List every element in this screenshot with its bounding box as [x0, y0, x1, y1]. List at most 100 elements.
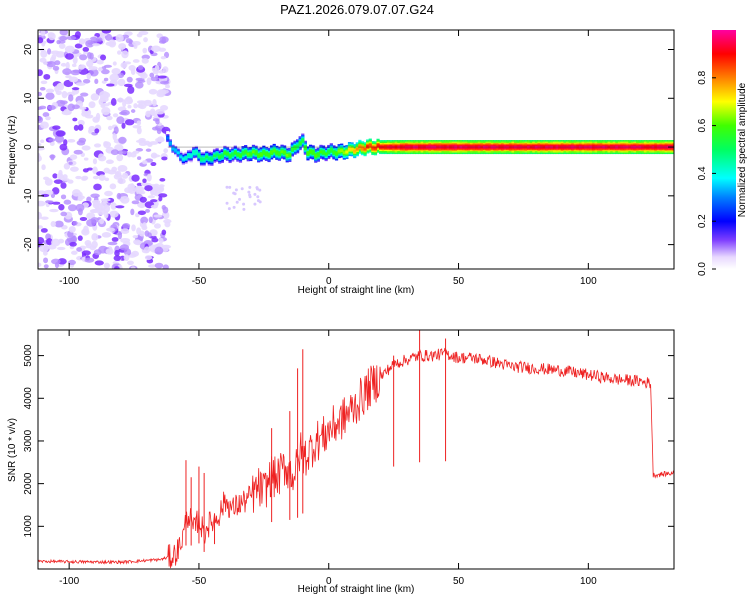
noise-blob [155, 108, 165, 115]
noise-blob [124, 119, 135, 126]
noise-blob [87, 51, 92, 59]
ridge-cell [192, 151, 196, 155]
ridge-cell [251, 150, 256, 154]
noise-blob [154, 246, 164, 255]
noise-blob [38, 262, 42, 268]
ridge-cell [277, 152, 282, 156]
noise-blob [158, 70, 165, 74]
noise-blob [150, 76, 159, 82]
noise-blob [64, 45, 75, 54]
noise-blob [58, 204, 65, 211]
noise-blob [77, 235, 83, 241]
noise-blob [155, 118, 160, 125]
noise-blob [90, 93, 99, 101]
noise-blob [137, 79, 146, 83]
ridge-cell [285, 153, 289, 157]
noise-blob [120, 228, 130, 235]
noise-blob [134, 185, 145, 193]
noise-blob [151, 45, 161, 52]
noise-blob [69, 154, 78, 160]
noise-speck [225, 185, 229, 189]
noise-speck [234, 188, 238, 192]
snr-y-tick-label: 2000 [23, 472, 34, 495]
noise-blob [93, 143, 102, 148]
noise-blob [104, 33, 113, 41]
noise-blob [54, 134, 65, 143]
noise-blob [119, 111, 128, 116]
noise-blob [78, 38, 86, 45]
ridge-cell [272, 149, 276, 153]
snr-x-tick-label: 0 [326, 576, 332, 587]
noise-blob [58, 43, 66, 49]
noise-blob [91, 240, 98, 249]
noise-blob [125, 96, 133, 103]
noise-blob [158, 40, 167, 44]
noise-blob [43, 189, 54, 196]
noise-blob [46, 238, 53, 246]
noise-blob [45, 92, 55, 100]
noise-blob [103, 77, 109, 82]
noise-blob [116, 192, 122, 200]
noise-blob [65, 61, 70, 70]
noise-blob [109, 73, 120, 82]
noise-blob [100, 198, 111, 202]
noise-blob [108, 39, 117, 48]
noise-blob [127, 260, 134, 265]
noise-blob [110, 202, 117, 210]
noise-blob [92, 158, 98, 165]
noise-blob [153, 185, 161, 192]
noise-blob [103, 204, 111, 213]
ridge-cell [246, 152, 250, 156]
noise-blob [152, 98, 157, 107]
noise-blob [131, 174, 140, 182]
ridge-cell [290, 148, 294, 151]
noise-blob [56, 246, 66, 251]
ridge-cell [179, 155, 183, 159]
noise-blob [98, 98, 104, 106]
ridge-cell [181, 157, 185, 161]
noise-blob [137, 210, 147, 216]
ridge-cell [295, 144, 300, 148]
snr-x-tick-label: 50 [453, 576, 465, 587]
noise-blob [158, 193, 168, 198]
noise-blob [92, 43, 101, 47]
noise-speck [232, 205, 236, 209]
ridge-cell [238, 154, 243, 158]
ridge-cell [184, 156, 188, 160]
noise-blob [46, 61, 56, 68]
noise-speck [228, 185, 232, 189]
noise-blob [139, 196, 147, 203]
noise-blob [55, 130, 66, 137]
noise-blob [93, 183, 102, 191]
noise-blob [39, 86, 46, 91]
noise-blob [99, 90, 109, 99]
noise-blob [48, 138, 56, 142]
noise-blob [101, 80, 107, 84]
noise-blob [115, 205, 125, 209]
snr-x-axis-label: Height of straight line (km) [298, 584, 415, 595]
noise-blob [45, 116, 51, 121]
noise-blob [122, 99, 127, 108]
noise-blob [137, 64, 144, 71]
colorbar-tick-label: 0.6 [697, 118, 708, 132]
noise-speck [240, 187, 244, 191]
noise-blob [157, 136, 165, 142]
noise-blob [40, 121, 49, 129]
noise-blob [164, 221, 171, 228]
noise-blob [43, 73, 51, 80]
noise-blob [43, 61, 48, 65]
noise-blob [156, 128, 162, 135]
noise-blob [84, 257, 95, 263]
noise-blob [40, 216, 49, 220]
noise-blob [137, 201, 147, 209]
ridge-cell [270, 151, 274, 154]
noise-blob [66, 35, 77, 41]
noise-blob [126, 151, 132, 158]
noise-blob [67, 138, 76, 143]
noise-blob [159, 185, 165, 192]
noise-blob [79, 54, 88, 61]
noise-blob [99, 218, 105, 225]
noise-speck [247, 190, 251, 194]
colorbar-tick-label: 0.4 [697, 166, 708, 180]
